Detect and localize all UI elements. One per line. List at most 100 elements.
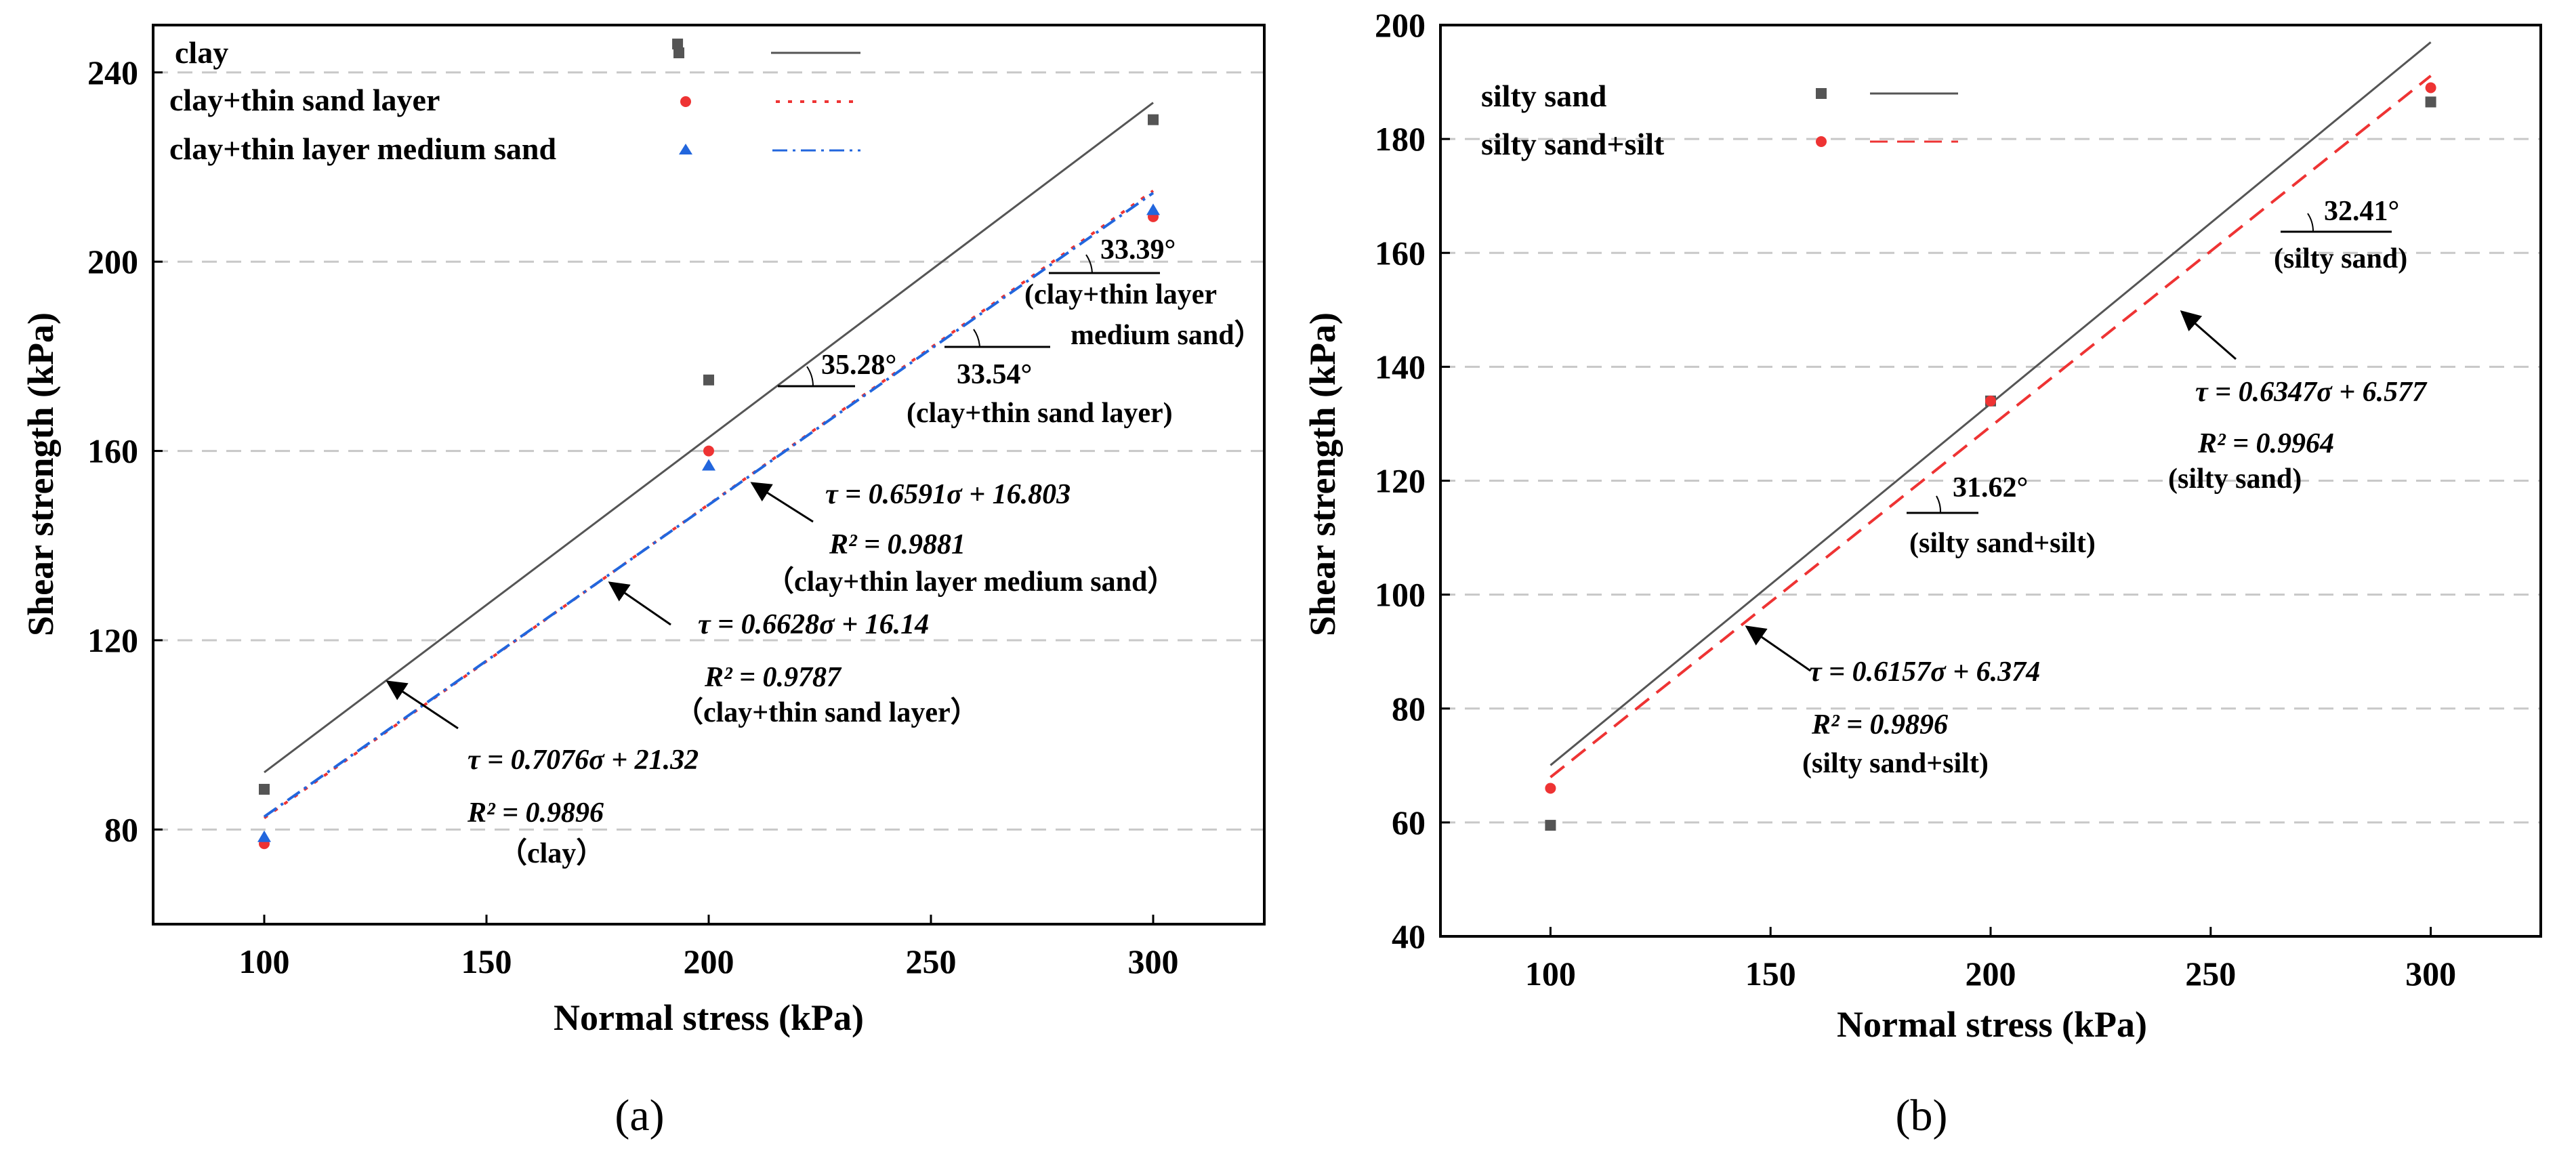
legend-b-silty-sand-label: silty sand [1481,79,1607,113]
x-tick-label: 300 [2405,955,2456,993]
chart-a-fit-lines [263,102,1155,820]
legend-a-thin-sand-label: clay+thin sand layer [169,83,440,117]
y-tick-label: 240 [87,54,138,91]
angle-a-medium-arc [1085,254,1093,274]
y-tick-label: 80 [104,810,138,848]
data-point-b-1 [1545,783,1556,794]
r2-a-clay: R² = 0.9896 [467,797,604,829]
chart-b: 100 150 200 250 300 40 60 80 100 120 140 160 180 200… [1302,6,2542,1140]
x-tick-label: 100 [1525,955,1576,993]
label-b-silty-sand: (silty sand) [2274,243,2407,274]
legend-a-thin-sand-marker [680,96,691,107]
chart-b-annotations: 32.41° (silty sand) τ = 0.6347σ + 6.577 … [1745,196,2428,779]
chart-a-annotations: 35.28° 33.54° (clay+thin sand layer) 33.… [386,234,1263,869]
name-a-clay: （clay） [499,837,604,869]
data-point-a-2 [702,459,715,471]
legend-a-medium-sand-label: clay+thin layer medium sand [169,131,556,166]
data-point-b-0 [2425,96,2436,108]
x-tick-label: 200 [1966,955,2016,993]
data-point-a-extra [672,38,684,49]
data-point-a-2 [257,830,271,842]
r2-b-silty-sand: R² = 0.9964 [2197,428,2334,459]
r2-a-medium: R² = 0.9881 [829,529,965,560]
name-a-medium: （clay+thin layer medium sand） [766,566,1176,598]
chart-b-legend: silty sand silty sand+silt [1481,79,1958,161]
eq-b-silty-sand: τ = 0.6347σ + 6.577 [2195,377,2428,408]
y-tick-label: 160 [1375,234,1426,272]
angle-b-silty-sand-arc [2307,213,2314,232]
y-tick-label: 160 [87,432,138,470]
x-tick-label: 300 [1128,942,1179,980]
data-point-a-0 [259,783,270,795]
chart-a-gridlines [153,71,1264,831]
legend-a-clay-marker [673,47,684,58]
data-point-b-0 [1545,820,1556,831]
x-tick-label: 100 [239,942,290,980]
chart-a-legend: clay clay+thin sand layer clay+thin laye… [169,35,860,166]
fit-line-b-1 [1550,75,2432,778]
angle-a-thin-sand-text: 33.54° [957,359,1032,390]
label-a-medium-line2: medium sand） [1071,319,1263,351]
angle-a-clay-arc [806,366,814,387]
chart-b-data-points [1545,82,2436,831]
name-b-silty-sand: (silty sand) [2168,463,2302,495]
chart-b-x-ticks: 100 150 200 250 300 [1525,927,2456,993]
y-tick-label: 120 [1375,462,1426,500]
angle-b-silty-sand-text: 32.41° [2324,196,2399,227]
angle-a-thin-sand-arc [973,329,980,348]
legend-a-clay-label: clay [175,35,228,70]
r2-b-silt: R² = 0.9896 [1811,709,1948,741]
fit-line-a-2 [263,192,1155,818]
label-a-medium-line1: (clay+thin layer [1024,279,1217,310]
r2-a-thin-sand: R² = 0.9787 [704,662,842,693]
arrow-a-medium [750,482,814,523]
angle-b-silt-text: 31.62° [1953,472,2028,503]
y-tick-label: 100 [1375,576,1426,614]
fit-line-a-0 [264,102,1154,774]
chart-b-x-axis-title: Normal stress (kPa) [1837,1004,2147,1045]
chart-a-data-points [257,38,1160,850]
chart-b-y-axis-title: Shear strength (kPa) [1302,312,1343,636]
data-point-a-0 [1148,114,1159,125]
chart-a-y-ticks: 80 120 160 200 240 [87,54,163,848]
angle-b-silt-arc [1936,495,1942,514]
legend-b-silty-sand-marker [1816,88,1827,99]
legend-b-silt-marker [1816,136,1827,147]
chart-a-panel-label: (a) [615,1091,664,1140]
x-tick-label: 250 [2185,955,2236,993]
chart-b-y-ticks: 40 60 80 100 120 140 160 180 200 [1375,6,1450,955]
y-tick-label: 80 [1392,690,1426,728]
data-point-a-2 [1146,203,1160,215]
chart-b-panel-label: (b) [1896,1091,1948,1140]
y-tick-label: 40 [1392,917,1426,955]
label-b-silt: (silty sand+silt) [1909,528,2096,559]
chart-a-y-axis-title: Shear strength (kPa) [20,312,61,636]
angle-a-medium-text: 33.39° [1100,234,1176,266]
eq-a-medium: τ = 0.6591σ + 16.803 [825,479,1071,510]
arrow-a-thin-sand [608,581,671,626]
data-point-b-1 [1985,395,1996,407]
chart-a: 100 150 200 250 300 80 120 160 200 240 Normal st… [20,24,1266,1140]
legend-b-silt-label: silty sand+silt [1481,127,1665,161]
x-tick-label: 250 [906,942,957,980]
eq-a-thin-sand: τ = 0.6628σ + 16.14 [698,609,929,640]
y-tick-label: 60 [1392,804,1426,841]
data-point-a-1 [703,445,714,457]
y-tick-label: 140 [1375,348,1426,386]
y-tick-label: 120 [87,621,138,659]
angle-a-clay-text: 35.28° [821,350,896,381]
chart-a-x-axis-title: Normal stress (kPa) [554,997,864,1038]
chart-b-gridlines [1440,138,2541,824]
data-point-a-0 [703,374,714,386]
chart-a-x-ticks: 100 150 200 250 300 [239,915,1179,980]
x-tick-label: 200 [684,942,734,980]
x-tick-label: 150 [1745,955,1796,993]
y-tick-label: 200 [87,243,138,280]
x-tick-label: 150 [461,942,512,980]
y-tick-label: 180 [1375,120,1426,158]
name-b-silt: (silty sand+silt) [1802,748,1989,779]
data-point-b-1 [2425,82,2436,93]
arrow-b-silt [1745,625,1811,672]
arrow-a-clay [386,680,459,730]
